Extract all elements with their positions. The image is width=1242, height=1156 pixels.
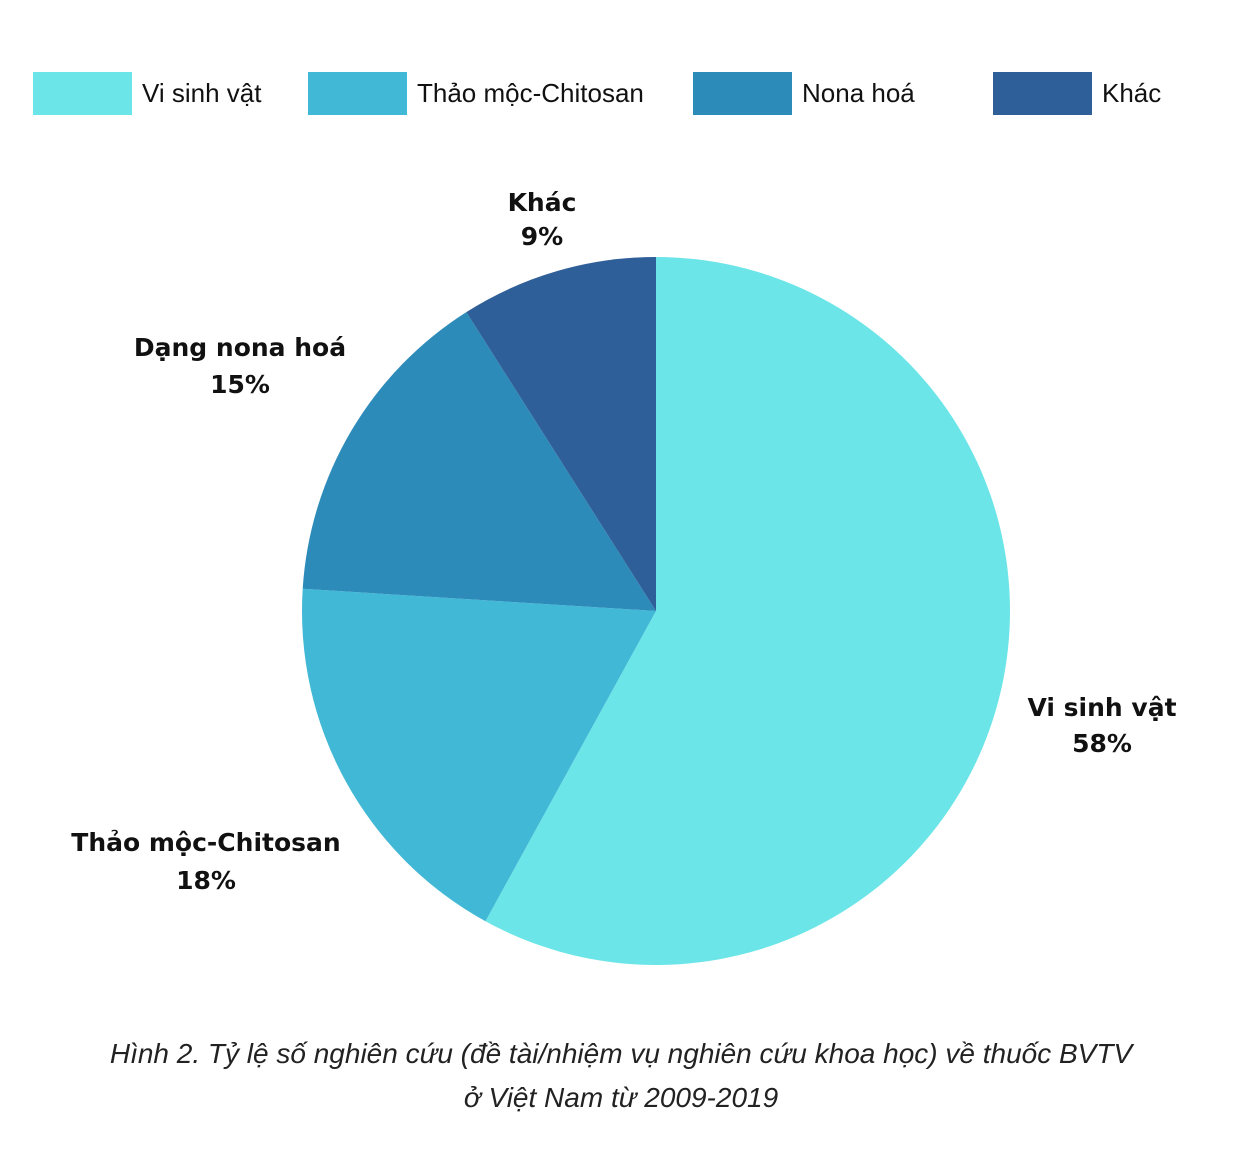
legend-item-vi-sinh-vat: Vi sinh vật <box>33 70 261 116</box>
legend-label: Nona hoá <box>802 77 915 108</box>
legend-swatch <box>693 71 792 115</box>
pie-slice-4 <box>466 257 656 611</box>
figure-caption: Hình 2. Tỷ lệ số nghiên cứu (đề tài/nhiệ… <box>0 1032 1242 1120</box>
slice-label-name: Dạng nona hoá <box>134 333 346 362</box>
legend-swatch <box>33 71 132 115</box>
legend-label: Khác <box>1102 77 1162 108</box>
legend-swatch <box>993 71 1092 115</box>
pie-slice-1 <box>485 257 1011 965</box>
legend-item-nona-hoa: Nona hoá <box>693 70 915 116</box>
pie-slice-2 <box>302 588 656 922</box>
slice-labels: Vi sinh vật 58% Thảo mộc-Chitosan 18% Dạ… <box>71 188 1176 895</box>
slice-label-name: Khác <box>508 188 577 217</box>
legend-label: Vi sinh vật <box>142 77 262 108</box>
slice-label-name: Thảo mộc-Chitosan <box>71 828 340 857</box>
slice-label-name: Vi sinh vật <box>1027 693 1176 722</box>
slice-label-value: 15% <box>210 370 270 399</box>
caption-line-2: ở Việt Nam từ 2009-2019 <box>463 1082 779 1113</box>
caption-line-1: Hình 2. Tỷ lệ số nghiên cứu (đề tài/nhiệ… <box>109 1038 1133 1069</box>
legend-item-thao-moc-chitosan: Thảo mộc-Chitosan <box>308 70 644 116</box>
legend-item-khac: Khác <box>993 70 1161 116</box>
slice-label-value: 58% <box>1072 729 1132 758</box>
legend-label: Thảo mộc-Chitosan <box>417 77 644 108</box>
chart-legend: Vi sinh vật Thảo mộc-Chitosan Nona hoá K… <box>0 70 1242 120</box>
pie-slices <box>302 257 1011 965</box>
legend-swatch <box>308 71 407 115</box>
slice-label-value: 18% <box>176 866 236 895</box>
pie-chart: Vi sinh vật 58% Thảo mộc-Chitosan 18% Dạ… <box>71 188 1177 965</box>
pie-slice-3 <box>302 312 656 611</box>
slice-label-value: 9% <box>521 222 563 251</box>
